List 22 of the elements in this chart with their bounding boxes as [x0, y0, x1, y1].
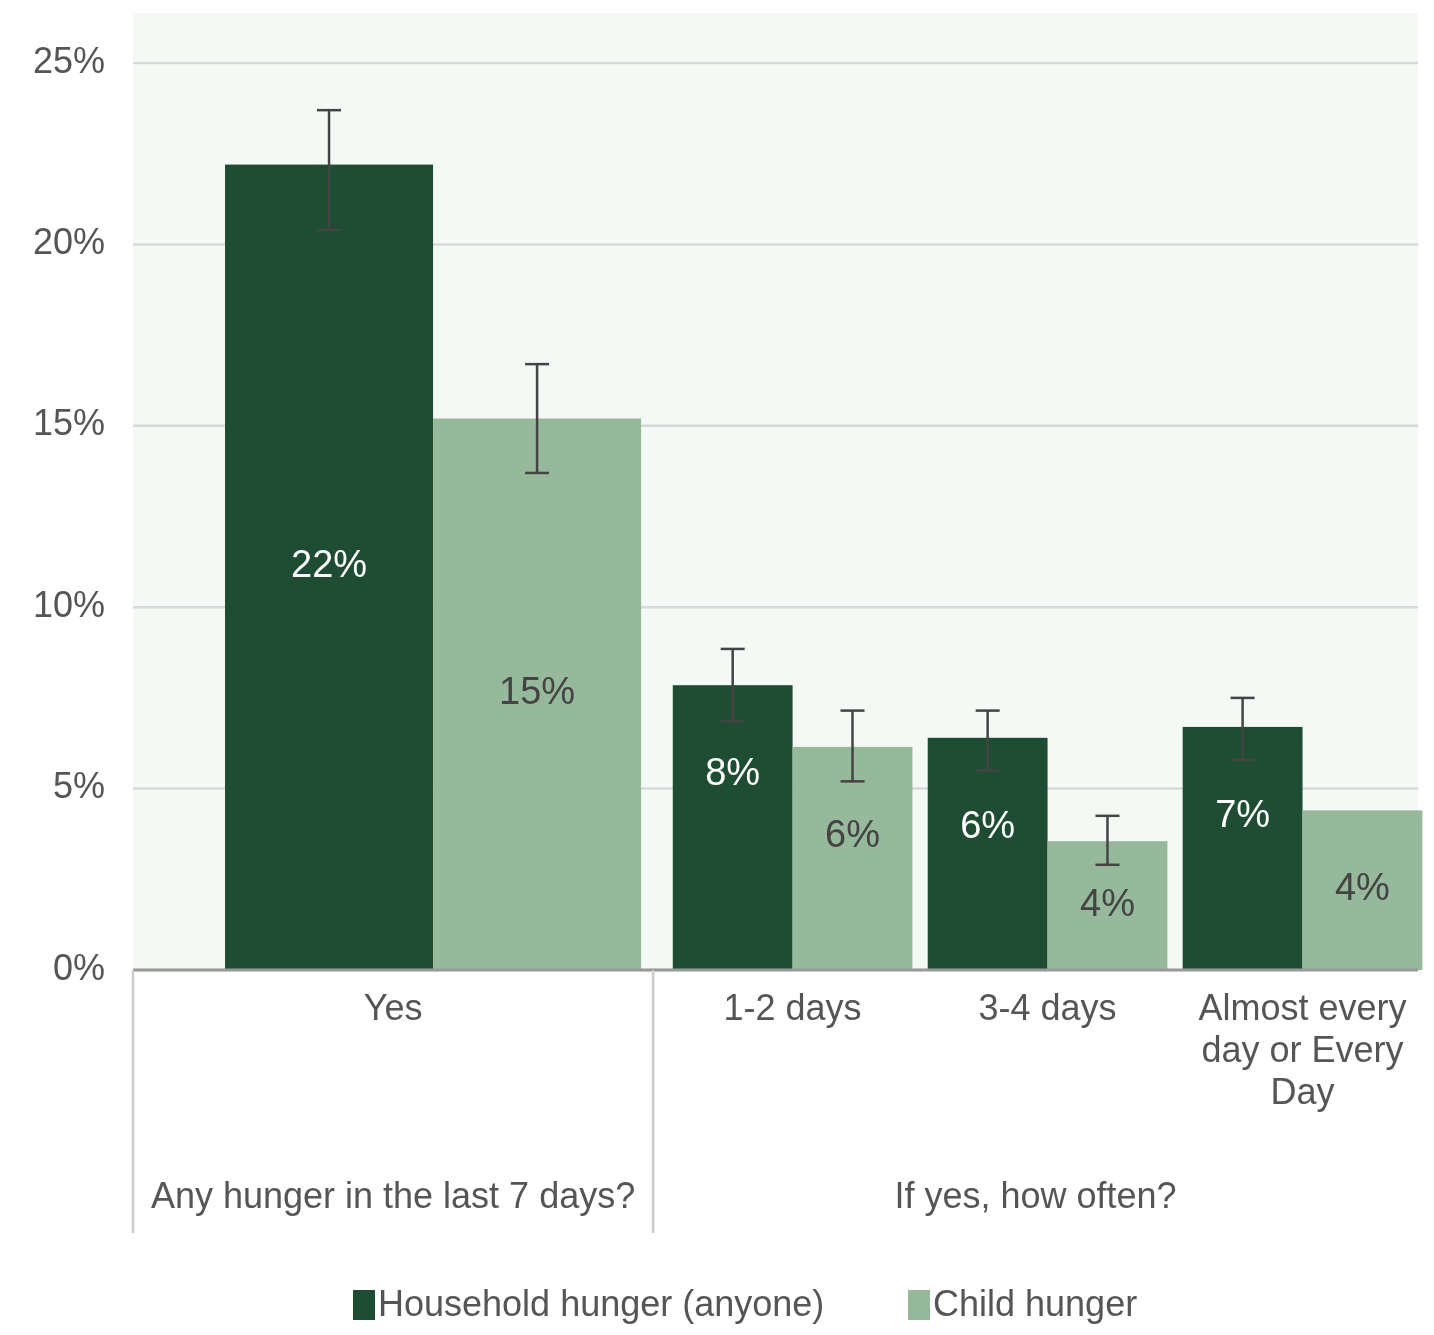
- y-tick-label: 25%: [32, 39, 105, 81]
- legend-label: Child hunger: [933, 1282, 1138, 1324]
- data-label: 8%: [705, 751, 761, 794]
- text: Any hunger in the last 7 days?: [150, 1175, 636, 1216]
- data-label: 6%: [825, 812, 880, 855]
- data-label: 15%: [499, 670, 576, 713]
- data-label: 4%: [1080, 881, 1135, 924]
- x-tick-label: Yes: [363, 987, 423, 1028]
- data-label: 6%: [960, 803, 1016, 846]
- legend-label: Household hunger (anyone): [378, 1282, 825, 1324]
- x-tick-label: Almost every day or Every Day: [1198, 987, 1407, 1112]
- y-tick-label: 5%: [52, 765, 105, 807]
- data-label: 22%: [291, 543, 368, 586]
- y-tick-label: 20%: [32, 220, 105, 262]
- text: If yes, how often?: [894, 1175, 1177, 1216]
- x-tick-label: 3-4 days: [978, 987, 1117, 1028]
- data-label: 7%: [1215, 792, 1271, 835]
- data-label: 4%: [1334, 866, 1390, 909]
- y-tick-label: 0%: [52, 946, 105, 988]
- x-tick-label: 1-2 days: [723, 987, 862, 1028]
- y-tick-label: 10%: [32, 583, 105, 625]
- y-tick-label: 15%: [32, 402, 105, 444]
